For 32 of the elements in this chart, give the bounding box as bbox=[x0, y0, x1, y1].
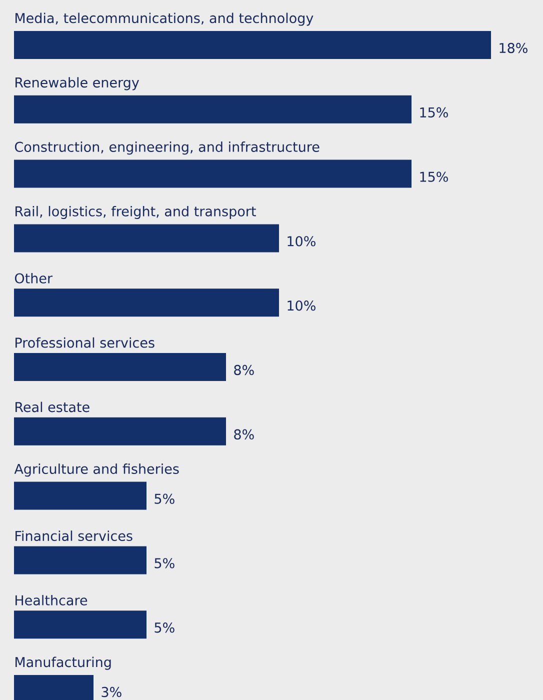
y-tick-label: Real estate bbox=[16, 402, 90, 412]
data-label: 15% bbox=[420, 172, 448, 182]
y-tick-label: Other bbox=[14, 272, 53, 284]
y-tick-label: Healthcare bbox=[16, 594, 88, 606]
y-tick-label: Rail, logistics, freight, and transport bbox=[16, 206, 256, 220]
data-label: 18% bbox=[500, 42, 528, 54]
y-tick-label: Renewable energy bbox=[16, 77, 140, 90]
data-label: 10% bbox=[288, 300, 316, 311]
data-label: 8% bbox=[234, 429, 254, 440]
bar bbox=[14, 288, 280, 317]
bar bbox=[14, 224, 280, 252]
bar bbox=[14, 546, 146, 574]
bar bbox=[14, 31, 492, 59]
data-label: 15% bbox=[420, 107, 448, 118]
y-tick-label: Agriculture and fisheries bbox=[14, 464, 179, 477]
data-label: 5% bbox=[154, 622, 174, 633]
bar bbox=[14, 482, 146, 510]
y-tick-label: Manufacturing bbox=[16, 656, 111, 670]
data-label: 3% bbox=[102, 686, 122, 698]
bar bbox=[14, 160, 412, 188]
bar bbox=[14, 417, 226, 446]
data-label: 5% bbox=[154, 558, 174, 568]
bar bbox=[14, 610, 146, 639]
bar bbox=[14, 353, 226, 382]
y-tick-label: Professional services bbox=[16, 337, 154, 348]
data-label: 8% bbox=[234, 364, 254, 376]
y-tick-label: Media, telecommunications, and technology bbox=[16, 12, 314, 26]
y-tick-label: Financial services bbox=[16, 530, 132, 542]
y-tick-label: Construction, engineering, and infrastructure bbox=[14, 142, 320, 155]
data-label: 10% bbox=[288, 236, 316, 246]
data-label: 5% bbox=[154, 494, 174, 504]
bar bbox=[14, 95, 412, 124]
